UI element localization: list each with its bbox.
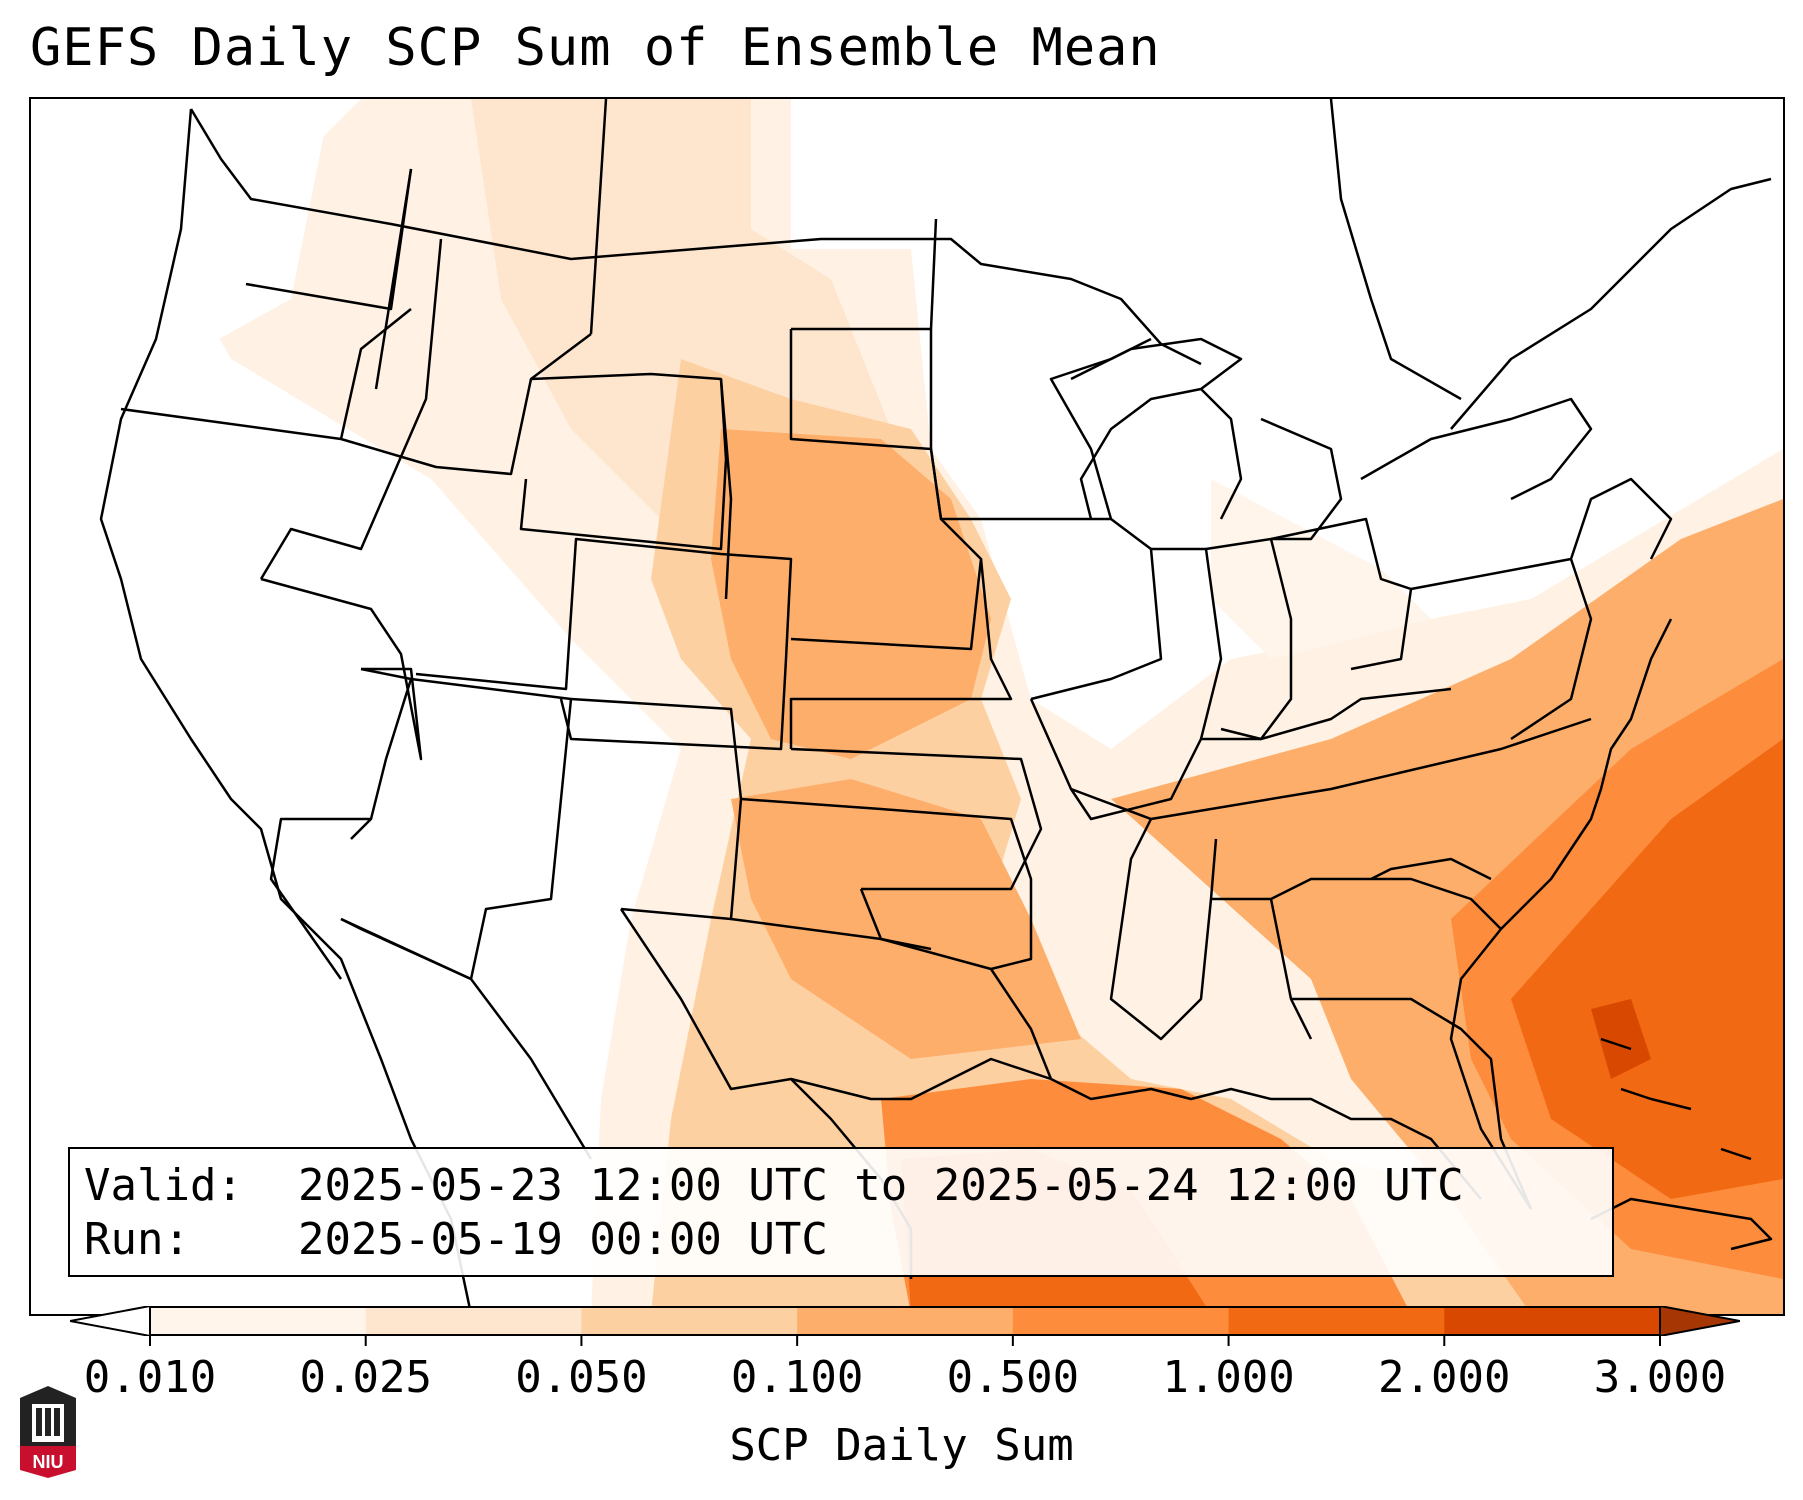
map-panel: Valid: 2025-05-23 12:00 UTC to 2025-05-24… [29, 97, 1785, 1316]
niu-logo-text: NIU [33, 1452, 64, 1472]
colorbar-tick-label: 0.025 [299, 1352, 432, 1403]
colorbar-segment [1444, 1306, 1661, 1336]
valid-run-info-box: Valid: 2025-05-23 12:00 UTC to 2025-05-24… [68, 1147, 1614, 1277]
colorbar-tick-label: 0.100 [730, 1352, 864, 1403]
colorbar-segment [581, 1306, 798, 1336]
niu-logo: NIU [20, 1386, 76, 1478]
valid-label: Valid: [84, 1160, 243, 1211]
colorbar-label: SCP Daily Sum [729, 1420, 1074, 1471]
page-title: GEFS Daily SCP Sum of Ensemble Mean [30, 18, 1161, 78]
colorbar-segment [365, 1306, 582, 1336]
colorbar-tick-label: 2.000 [1378, 1352, 1511, 1403]
colorbar-extend-low [70, 1306, 151, 1336]
colorbar [70, 1306, 1740, 1336]
colorbar-tick-label: 0.500 [946, 1352, 1080, 1403]
colorbar-tick-label: 1.000 [1162, 1352, 1295, 1403]
colorbar-segment [1228, 1306, 1445, 1336]
valid-value: 2025-05-23 12:00 UTC to 2025-05-24 12:00… [298, 1160, 1464, 1211]
colorbar-tick-marks [149, 1336, 1661, 1346]
colorbar-segment [150, 1306, 367, 1336]
state-borders [99, 99, 1773, 1314]
colorbar-segment [1012, 1306, 1230, 1336]
colorbar-extend-high [1659, 1306, 1740, 1336]
scp-map [31, 99, 1783, 1314]
scp-shading [31, 99, 1783, 1314]
colorbar-segment [797, 1306, 1014, 1336]
run-label: Run: [84, 1214, 190, 1265]
colorbar-tick-label: 0.050 [515, 1352, 648, 1403]
colorbar-outline [149, 1306, 1661, 1336]
colorbar-tick-label: 0.010 [83, 1352, 217, 1403]
run-value: 2025-05-19 00:00 UTC [298, 1214, 828, 1265]
colorbar-tick-label: 3.000 [1593, 1352, 1727, 1403]
